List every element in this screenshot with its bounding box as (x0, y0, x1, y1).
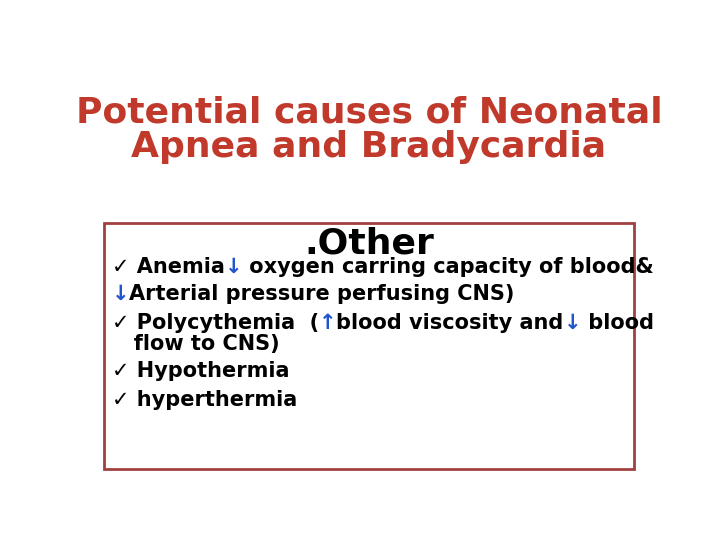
Text: blood: blood (581, 313, 654, 333)
Text: ↑: ↑ (319, 313, 336, 333)
Text: Potential causes of Neonatal: Potential causes of Neonatal (76, 96, 662, 130)
Text: .Other: .Other (304, 226, 434, 260)
Text: flow to CNS): flow to CNS) (112, 334, 279, 354)
Bar (104, 222, 634, 469)
Text: blood viscosity and: blood viscosity and (336, 313, 564, 333)
Text: ↓: ↓ (225, 257, 242, 278)
Text: ✓ Anemia: ✓ Anemia (112, 257, 225, 278)
Text: ✓ Polycythemia  (: ✓ Polycythemia ( (112, 313, 319, 333)
Text: Apnea and Bradycardia: Apnea and Bradycardia (132, 130, 606, 164)
Text: ↓: ↓ (564, 313, 581, 333)
Text: ↓: ↓ (112, 284, 129, 304)
Text: oxygen carring capacity of blood&: oxygen carring capacity of blood& (242, 257, 654, 278)
Text: ✓ Hypothermia: ✓ Hypothermia (112, 361, 289, 381)
Text: ✓ hyperthermia: ✓ hyperthermia (112, 390, 297, 410)
Text: Arterial pressure perfusing CNS): Arterial pressure perfusing CNS) (129, 284, 515, 304)
